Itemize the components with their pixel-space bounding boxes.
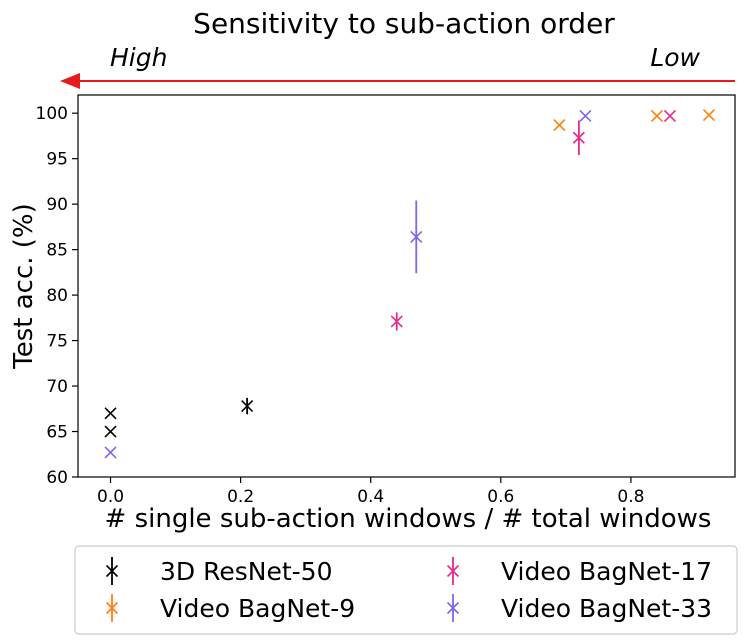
y-tick-label: 85	[46, 241, 68, 261]
legend-marker	[105, 601, 119, 615]
chart-title: Sensitivity to sub-action order	[193, 7, 615, 40]
y-tick-label: 100	[36, 104, 68, 124]
legend-label: Video BagNet-17	[501, 557, 712, 586]
x-axis: 0.0 0.2 0.4 0.6 0.8	[97, 477, 644, 507]
legend-marker	[446, 564, 460, 578]
y-tick-label: 90	[46, 195, 68, 215]
legend-box	[74, 545, 738, 635]
y-tick-label: 80	[46, 286, 68, 306]
x-tick-label: 0.0	[97, 487, 124, 507]
data-point	[104, 446, 117, 459]
legend-label: Video BagNet-33	[501, 594, 712, 623]
legend-marker	[446, 601, 460, 615]
data-point	[650, 109, 664, 122]
y-tick-label: 70	[46, 377, 68, 397]
y-tick-label: 65	[46, 423, 68, 443]
arrow-label-high: High	[110, 43, 167, 72]
y-axis: 60 65 70 75 80 85 90 95 100	[36, 104, 78, 488]
arrow-label-low: Low	[650, 43, 700, 72]
data-point	[390, 315, 403, 328]
data-point	[553, 118, 566, 132]
x-axis-label: # single sub-action windows / # total wi…	[105, 504, 712, 534]
data-point	[241, 399, 254, 413]
data-point	[702, 108, 716, 122]
data-points	[104, 108, 716, 459]
data-point	[572, 131, 585, 144]
legend-marker	[105, 564, 119, 578]
y-axis-label: Test acc. (%)	[9, 203, 39, 370]
data-point	[579, 109, 592, 122]
x-tick-label: 0.8	[617, 487, 644, 507]
y-tick-label: 75	[46, 332, 68, 352]
legend-label: Video BagNet-9	[160, 594, 355, 623]
x-tick-label: 0.6	[487, 487, 514, 507]
sensitivity-arrow-head	[60, 73, 80, 89]
legend-label: 3D ResNet-50	[160, 557, 332, 586]
y-tick-label: 60	[46, 468, 68, 488]
data-point	[410, 230, 423, 243]
data-point	[104, 425, 117, 438]
plot-frame	[77, 94, 736, 478]
y-tick-label: 95	[46, 150, 68, 170]
x-tick-label: 0.2	[227, 487, 254, 507]
data-point	[663, 109, 677, 122]
data-point	[104, 407, 117, 420]
x-tick-label: 0.4	[357, 487, 384, 507]
legend: 3D ResNet-50 Video BagNet-9 Video BagNet-1…	[105, 557, 712, 623]
